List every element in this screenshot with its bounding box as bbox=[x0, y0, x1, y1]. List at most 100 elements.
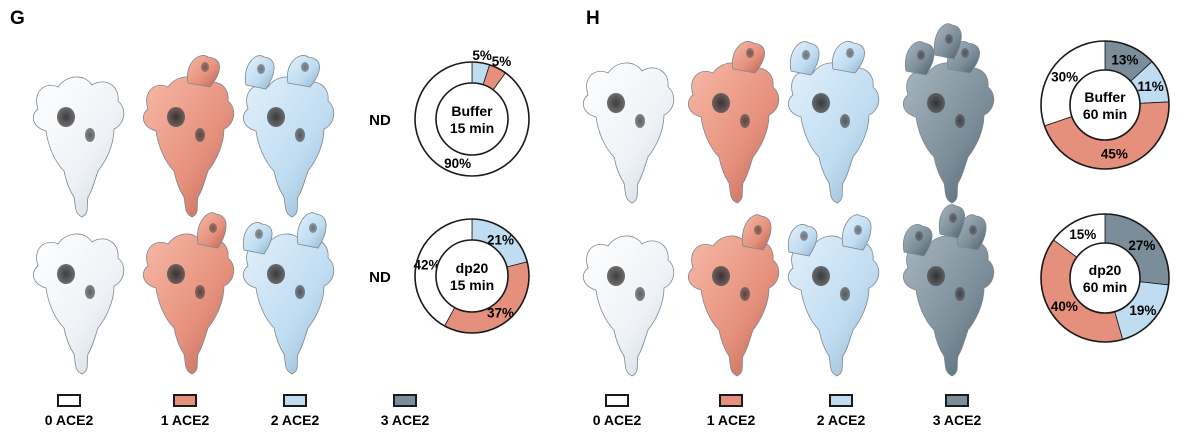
model-cavity bbox=[840, 287, 850, 301]
slice-label: 21% bbox=[487, 232, 514, 247]
donut-inner-ring bbox=[435, 82, 509, 156]
donut-outer-ring bbox=[414, 218, 530, 334]
model-body bbox=[687, 62, 780, 204]
donut-inner-ring bbox=[1069, 242, 1141, 314]
receptor-cavity bbox=[754, 225, 762, 235]
model-cavity bbox=[195, 128, 205, 142]
model-cavity bbox=[712, 266, 730, 286]
receptor-cavity bbox=[309, 223, 317, 233]
donut-center-label: Buffer bbox=[1084, 89, 1126, 105]
legend-swatch-0-ace2 bbox=[57, 394, 81, 407]
slice-label: 15% bbox=[1069, 227, 1096, 242]
receptor-cavity bbox=[802, 50, 810, 60]
slice-label: 45% bbox=[1101, 147, 1128, 162]
model-cavity bbox=[85, 128, 95, 142]
donut-inner-ring bbox=[435, 239, 509, 313]
density-maps bbox=[32, 23, 995, 377]
donut-inner-ring bbox=[1069, 69, 1141, 141]
panel-label-g: G bbox=[10, 8, 25, 29]
donut-center-label: 15 min bbox=[450, 120, 494, 136]
slice-label: 37% bbox=[487, 306, 514, 321]
receptor-cavity bbox=[800, 231, 808, 241]
receptor-cavity bbox=[209, 223, 217, 233]
legend-label: 1 ACE2 bbox=[161, 412, 210, 428]
model-cavity bbox=[955, 287, 965, 301]
model-cavity bbox=[295, 128, 305, 142]
condition-label: ND bbox=[369, 112, 391, 129]
model-cavity bbox=[607, 266, 625, 286]
model-body bbox=[582, 235, 675, 377]
donut-center-label: 60 min bbox=[1083, 106, 1127, 122]
receptor-cavity bbox=[301, 62, 309, 72]
donut-center-label: 15 min bbox=[450, 277, 494, 293]
receptor-cavity bbox=[917, 50, 925, 60]
donut-center-label: 60 min bbox=[1083, 279, 1127, 295]
legend-swatch-0-ace2 bbox=[605, 394, 629, 407]
model-cavity bbox=[295, 285, 305, 299]
legend-swatch-2-ace2 bbox=[829, 394, 853, 407]
model-cavity bbox=[812, 93, 830, 113]
model-body bbox=[902, 62, 995, 204]
receptor-cavity bbox=[949, 213, 957, 223]
legend-label: 1 ACE2 bbox=[707, 412, 756, 428]
model-cavity bbox=[57, 107, 75, 127]
density-map-2-ace2 bbox=[242, 212, 335, 375]
model-cavity bbox=[167, 264, 185, 284]
model-cavity bbox=[955, 114, 965, 128]
receptor-cavity bbox=[969, 225, 977, 235]
model-cavity bbox=[840, 114, 850, 128]
donut-outer-ring bbox=[414, 61, 530, 177]
model-body bbox=[142, 76, 235, 218]
slice-label: 13% bbox=[1111, 53, 1138, 68]
legend-label: 0 ACE2 bbox=[593, 412, 642, 428]
model-cavity bbox=[635, 287, 645, 301]
density-map-0-ace2 bbox=[582, 62, 675, 204]
density-map-0-ace2 bbox=[32, 233, 125, 375]
density-map-3-ace2 bbox=[902, 23, 995, 204]
model-cavity bbox=[167, 107, 185, 127]
model-body bbox=[32, 233, 125, 375]
receptor-cavity bbox=[961, 48, 969, 58]
model-cavity bbox=[812, 266, 830, 286]
receptor-cavity bbox=[846, 48, 854, 58]
slice-label: 42% bbox=[413, 257, 440, 272]
receptor-cavity bbox=[257, 64, 265, 74]
model-body bbox=[687, 235, 780, 377]
legend-label: 3 ACE2 bbox=[933, 412, 982, 428]
condition-label: ND bbox=[369, 269, 391, 286]
model-body bbox=[242, 76, 335, 218]
model-body bbox=[582, 62, 675, 204]
model-body bbox=[787, 62, 880, 204]
donut-center-label: Buffer bbox=[451, 103, 493, 119]
legends: 0 ACE2 1 ACE2 2 ACE2 3 ACE2 0 ACE2 1 ACE2 2 AC… bbox=[45, 394, 982, 428]
slice-label: 30% bbox=[1051, 69, 1078, 84]
donut-center-label: dp20 bbox=[1089, 262, 1122, 278]
legend-label: 2 ACE2 bbox=[817, 412, 866, 428]
slice-label: 5% bbox=[492, 54, 512, 69]
model-cavity bbox=[927, 93, 945, 113]
model-body bbox=[902, 235, 995, 377]
density-map-1-ace2 bbox=[687, 214, 780, 377]
donut-center-label: dp20 bbox=[456, 260, 489, 276]
model-body bbox=[32, 76, 125, 218]
model-cavity bbox=[267, 107, 285, 127]
slice-label: 27% bbox=[1128, 238, 1155, 253]
density-map-2-ace2 bbox=[787, 41, 880, 204]
slice-label: 19% bbox=[1129, 303, 1156, 318]
legend-swatch-1-ace2 bbox=[173, 394, 197, 407]
density-map-2-ace2 bbox=[242, 55, 335, 218]
slice-label: 90% bbox=[444, 156, 471, 171]
slice-label: 11% bbox=[1138, 79, 1164, 94]
donut-outer-ring bbox=[1040, 40, 1170, 170]
slice-label: 5% bbox=[472, 48, 492, 63]
panel-label-h: H bbox=[586, 8, 600, 29]
model-cavity bbox=[712, 93, 730, 113]
model-body bbox=[242, 233, 335, 375]
model-cavity bbox=[57, 264, 75, 284]
model-body bbox=[787, 235, 880, 377]
